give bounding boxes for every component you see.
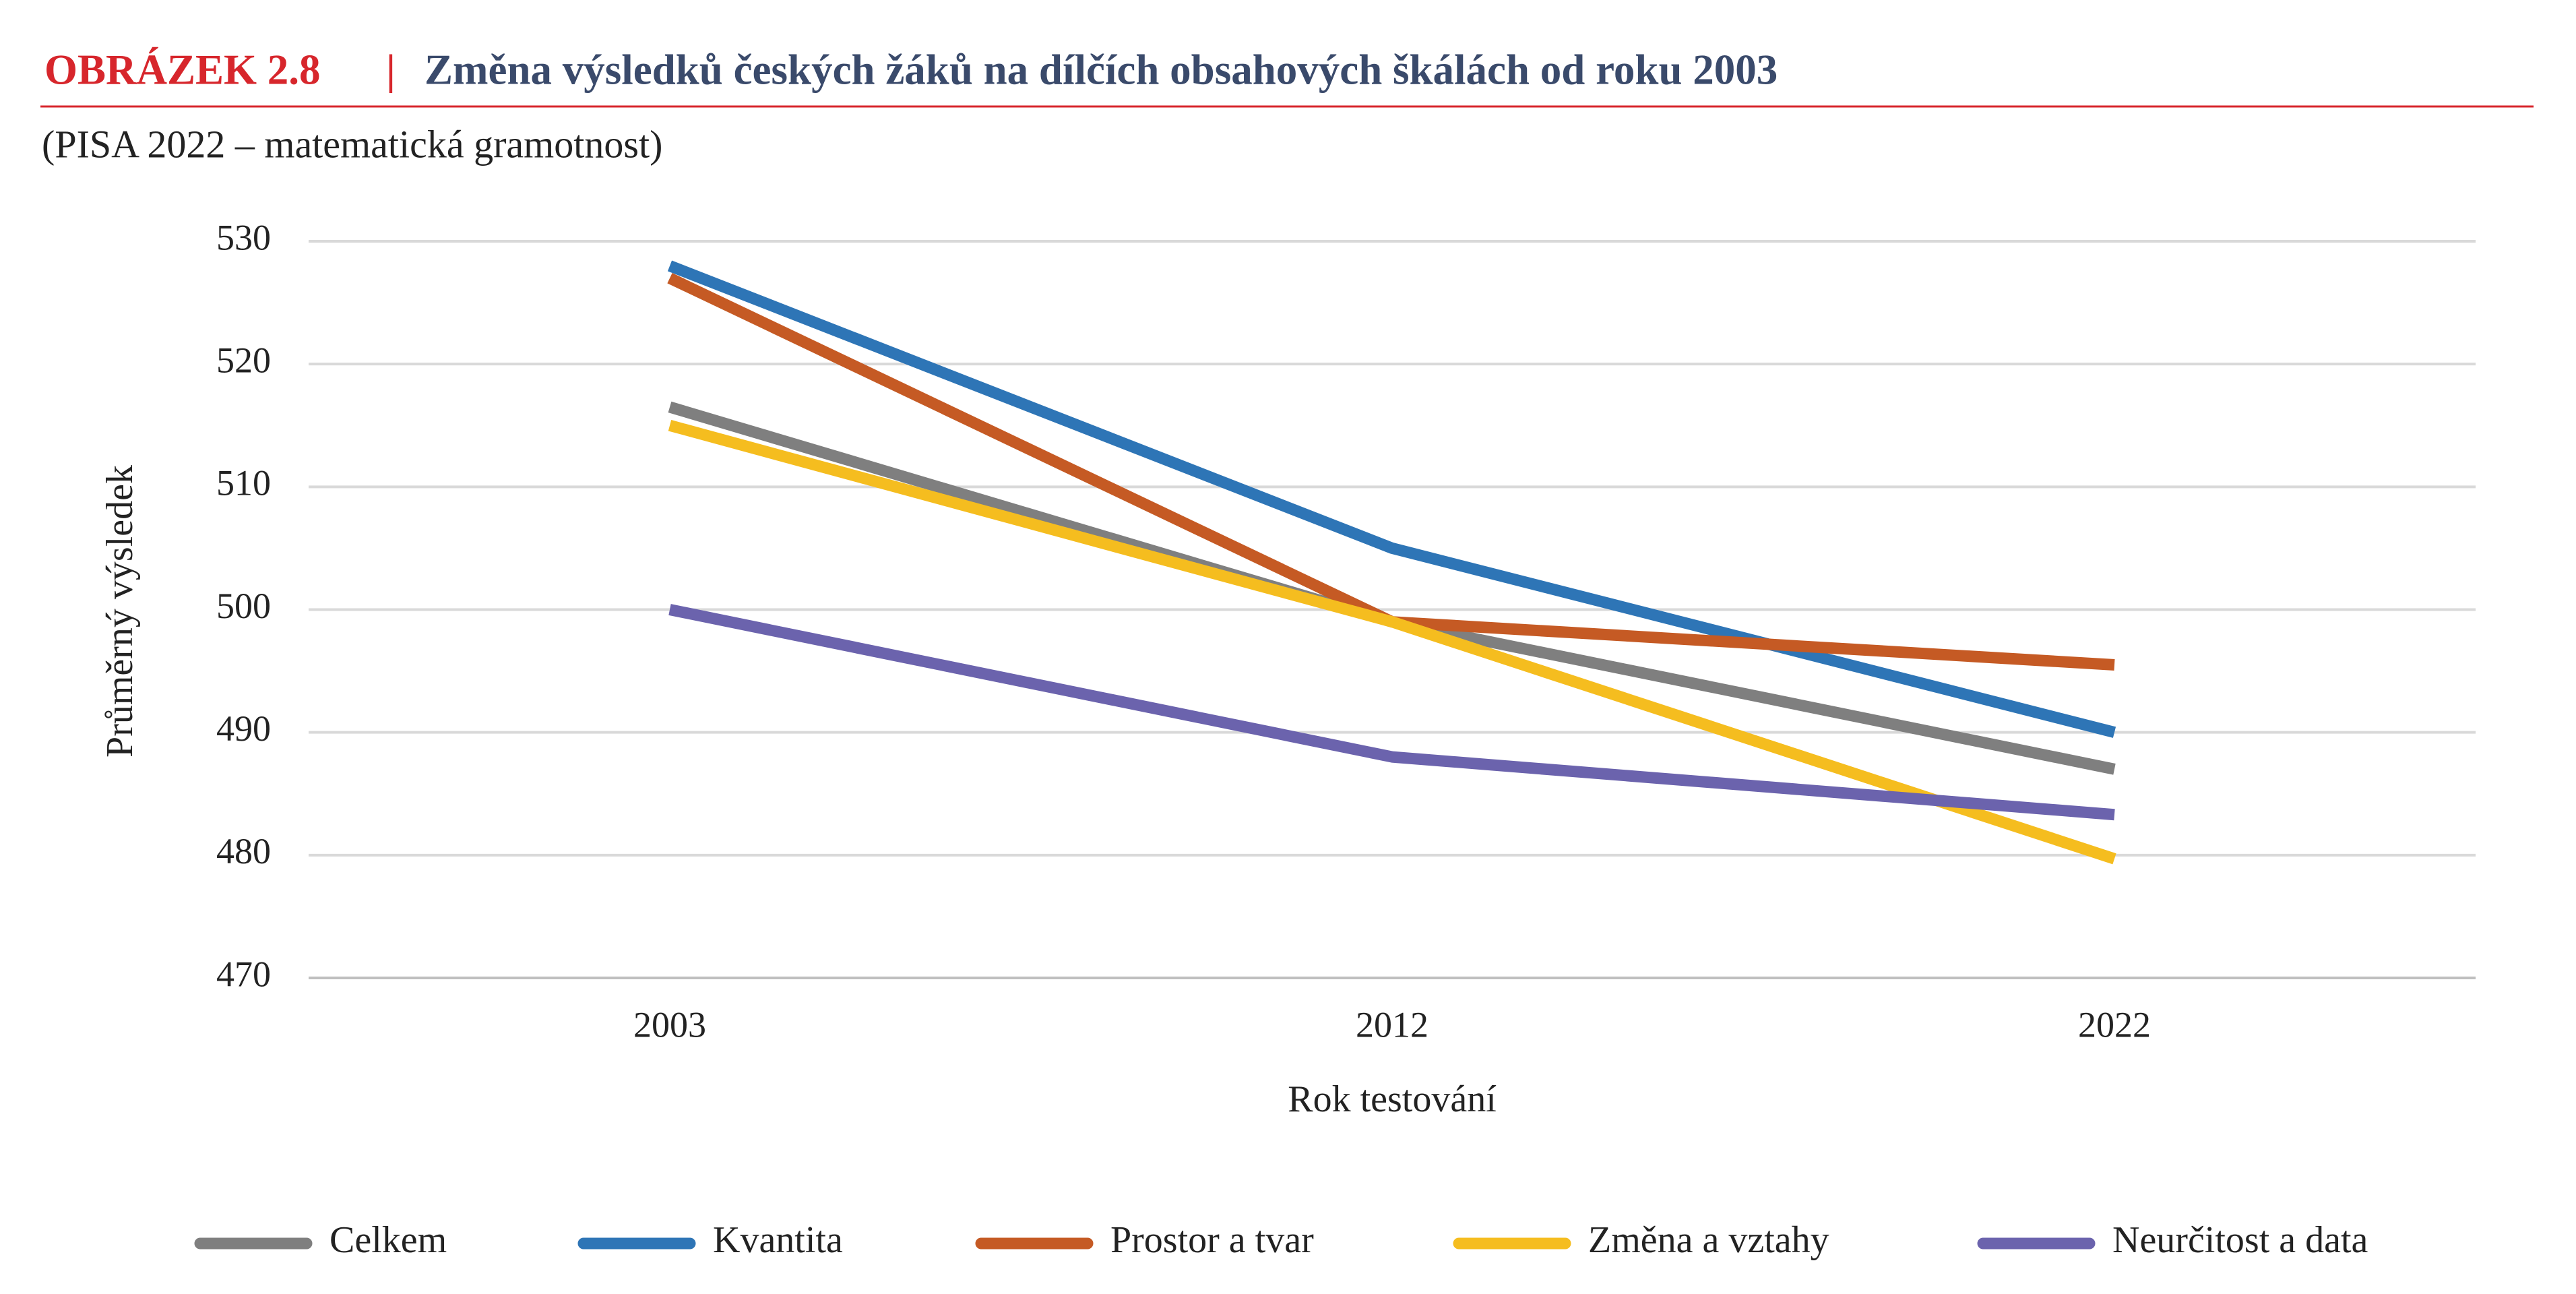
legend-label: Prostor a tvar [1110,1219,1314,1261]
x-axis-title: Rok testování [1288,1078,1497,1120]
legend-label: Kvantita [713,1219,843,1261]
y-tick-label: 520 [216,340,271,381]
y-tick-label: 510 [216,463,271,503]
series-line [668,604,2115,821]
chart-title: Změna výsledků českých žáků na dílčích o… [425,46,1778,93]
y-axis-title: Průměrný výsledek [99,465,141,758]
series-line [668,401,2116,775]
legend-label: Neurčitost a data [2112,1219,2368,1261]
y-tick-label: 500 [216,586,271,626]
y-tick-label: 530 [216,217,271,257]
y-tick-label: 470 [216,954,271,994]
series-line [667,260,2116,738]
legend-label: Celkem [329,1219,447,1261]
y-tick-label: 480 [216,831,271,871]
title-separator: | [386,46,396,93]
x-tick-label: 2022 [2078,1004,2151,1045]
y-tick-label: 490 [216,708,271,749]
x-tick-label: 2012 [1356,1004,1428,1045]
x-tick-label: 2003 [633,1004,706,1045]
series-line [668,420,2116,865]
chart-subtitle: (PISA 2022 – matematická gramotnost) [42,122,662,166]
legend-label: Změna a vztahy [1588,1219,1829,1261]
figure-label: OBRÁZEK 2.8 [44,46,321,93]
